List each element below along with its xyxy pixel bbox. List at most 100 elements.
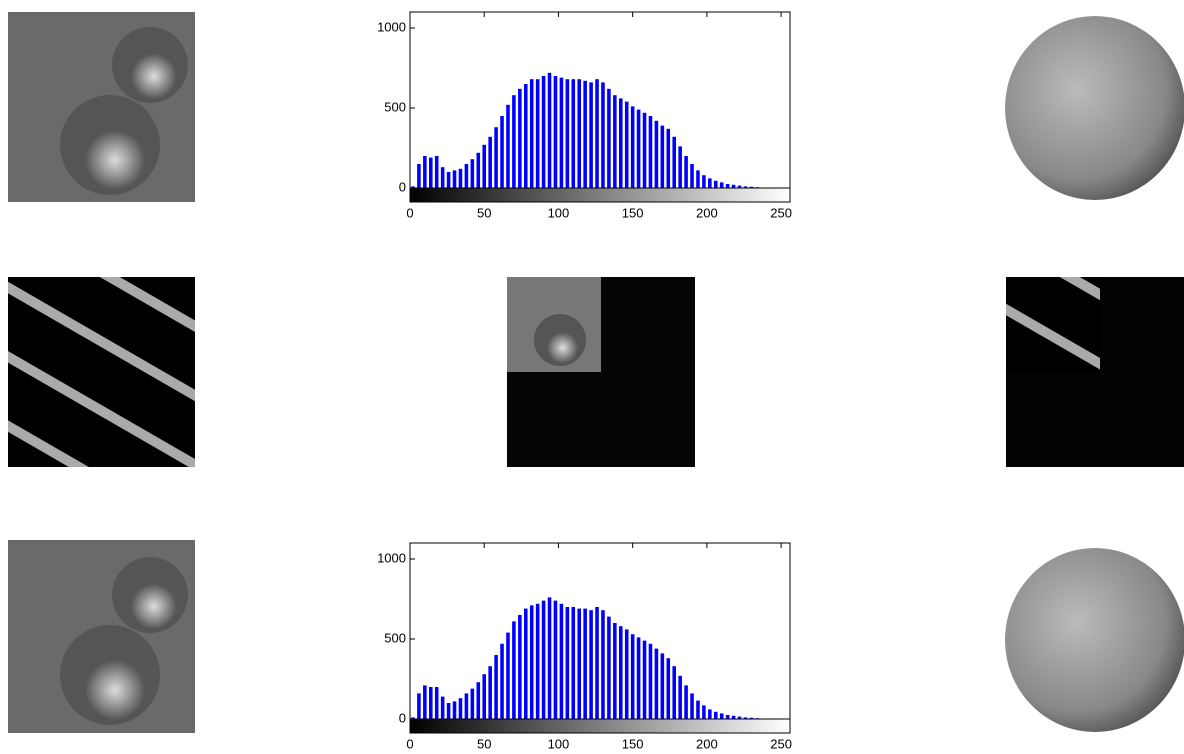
bar (743, 186, 748, 188)
bar (613, 623, 617, 719)
bar (583, 608, 587, 719)
y-tick-label: 0 (399, 710, 406, 725)
bar (731, 184, 736, 188)
bar (702, 175, 706, 188)
bar (743, 717, 748, 719)
y-tick-label: 500 (384, 99, 406, 114)
bar (636, 109, 641, 188)
bar (619, 626, 623, 719)
bar (541, 600, 546, 719)
bar (565, 79, 570, 188)
bar (518, 615, 522, 719)
bar (708, 178, 712, 188)
x-tick-label: 200 (696, 205, 718, 220)
bar (684, 685, 688, 719)
bar (417, 164, 421, 188)
bar (714, 180, 718, 188)
bar (470, 159, 475, 188)
x-tick-label: 250 (770, 205, 792, 220)
bar (512, 621, 516, 719)
bar (619, 98, 623, 188)
bar (630, 634, 635, 719)
x-tick-label: 150 (622, 205, 644, 220)
bar (518, 88, 522, 188)
bar (500, 643, 504, 719)
bar (672, 136, 676, 188)
bar (440, 696, 445, 719)
bar (571, 607, 576, 719)
bar (749, 717, 754, 719)
bar (429, 157, 433, 188)
bar (411, 186, 415, 188)
x-tick-label: 250 (770, 736, 792, 751)
bar (725, 184, 730, 188)
bar (423, 156, 427, 188)
bar (464, 164, 469, 188)
bar (506, 104, 510, 188)
bar (529, 79, 534, 188)
bar (601, 82, 605, 188)
bar (749, 186, 754, 188)
bar (690, 164, 694, 188)
axes-box (409, 542, 791, 734)
bar (648, 643, 653, 719)
bar (529, 605, 534, 719)
x-tick-label: 0 (406, 736, 413, 751)
bar (488, 666, 492, 719)
bar (660, 653, 665, 719)
bar (684, 156, 688, 188)
bar (452, 170, 457, 188)
bar (488, 136, 492, 188)
bar (470, 688, 475, 719)
bar (636, 637, 641, 719)
bar (696, 170, 700, 188)
bar (630, 106, 635, 188)
bar (666, 128, 671, 188)
flower-image (8, 12, 195, 202)
bar (524, 84, 528, 188)
bar (672, 666, 676, 719)
bar (411, 717, 415, 719)
bar (583, 80, 587, 188)
bar (524, 608, 528, 719)
x-tick-label: 0 (406, 205, 413, 220)
bar (535, 79, 540, 188)
bar (440, 167, 445, 188)
x-tick-label: 100 (548, 205, 570, 220)
bar (571, 79, 576, 188)
bar (613, 95, 617, 188)
bar (446, 703, 451, 719)
bar (577, 79, 581, 188)
bar (494, 127, 498, 188)
bar (595, 607, 599, 719)
bar (434, 687, 439, 719)
x-tick-label: 50 (477, 205, 491, 220)
bar (737, 185, 742, 188)
bar (702, 705, 706, 719)
bar (506, 632, 510, 719)
bar (482, 144, 486, 188)
bar (737, 716, 742, 719)
bar (434, 156, 439, 188)
bar (464, 693, 469, 719)
y-tick-label: 0 (399, 179, 406, 194)
bar (423, 685, 427, 719)
axes-box (409, 11, 791, 203)
bar (607, 616, 611, 719)
bar (541, 76, 546, 188)
stripe-image (8, 277, 195, 467)
colorbar (409, 718, 791, 734)
bar (535, 603, 540, 719)
bar (553, 76, 558, 188)
bar (624, 629, 629, 719)
bar (547, 72, 552, 188)
bar (624, 101, 629, 188)
x-tick-label: 200 (696, 736, 718, 751)
bar (601, 610, 605, 719)
bar (654, 120, 659, 188)
bar (719, 182, 724, 188)
apple-image (1005, 16, 1184, 200)
bar (708, 709, 712, 719)
